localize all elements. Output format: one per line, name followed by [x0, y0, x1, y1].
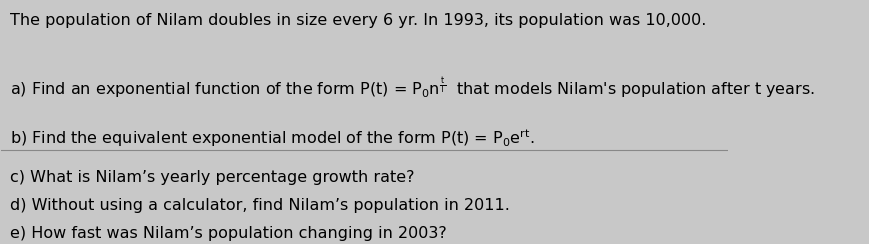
Text: e) How fast was Nilam’s population changing in 2003?: e) How fast was Nilam’s population chang… [10, 226, 447, 241]
Text: d) Without using a calculator, find Nilam’s population in 2011.: d) Without using a calculator, find Nila… [10, 198, 510, 213]
Text: b) Find the equivalent exponential model of the form P(t) = $\mathregular{P_0 e^: b) Find the equivalent exponential model… [10, 128, 534, 149]
Text: The population of Nilam doubles in size every 6 yr. In 1993, its population was : The population of Nilam doubles in size … [10, 13, 706, 28]
Text: a) Find an exponential function of the form P(t) = $\mathregular{P_0 n^{\frac{t}: a) Find an exponential function of the f… [10, 76, 815, 102]
Text: c) What is Nilam’s yearly percentage growth rate?: c) What is Nilam’s yearly percentage gro… [10, 170, 415, 185]
